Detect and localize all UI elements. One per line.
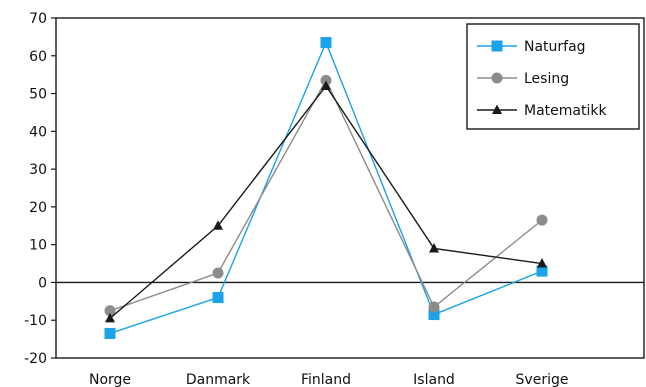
data-point-matematikk [537,258,547,268]
y-tick-label: 20 [29,200,47,216]
legend-item-matematikk: Matematikk [477,103,607,119]
series-matematikk [105,80,547,323]
data-point-matematikk [105,312,115,323]
series-naturfag [104,37,548,339]
y-tick-label: 40 [29,124,47,140]
data-point-naturfag [320,37,332,49]
data-point-naturfag [212,292,224,304]
x-axis: Norge Danmark Finland Island Sverige [89,372,569,387]
y-tick-label: 0 [38,275,47,291]
data-point-lesing [104,305,116,317]
x-tick-label: Island [413,372,455,387]
data-point-naturfag [428,309,440,321]
legend-label: Lesing [524,71,569,87]
x-tick-label: Norge [89,372,131,387]
y-axis: -20 -10 0 10 20 30 40 50 60 70 [24,11,56,367]
y-tick-label: 60 [29,49,47,65]
legend-item-lesing: Lesing [477,71,569,87]
legend-item-naturfag: Naturfag [477,39,586,55]
y-tick-label: -10 [24,313,47,329]
y-tick-label: -20 [24,351,47,367]
legend: Naturfag Lesing Matematikk [466,23,640,130]
x-tick-label: Sverige [516,372,569,387]
y-tick-label: 70 [29,11,47,27]
x-tick-label: Danmark [186,372,251,387]
series-lesing [104,74,548,317]
data-point-naturfag [536,265,548,277]
data-point-matematikk [429,242,439,253]
data-point-lesing [320,74,332,86]
data-point-lesing [212,267,224,279]
x-tick-label: Finland [301,372,351,387]
legend-swatch-marker [492,104,502,114]
legend-label: Matematikk [524,103,607,119]
series-lines [104,37,548,339]
legend-swatch-marker [491,72,503,84]
y-tick-label: 50 [29,87,47,103]
legend-swatch-marker [491,40,503,52]
y-tick-label: 10 [29,238,47,254]
data-point-lesing [536,214,548,226]
data-point-matematikk [321,80,331,90]
data-point-naturfag [104,327,116,339]
y-tick-label: 30 [29,162,47,178]
data-point-matematikk [213,220,223,230]
data-point-lesing [428,301,440,313]
legend-label: Naturfag [524,39,586,55]
